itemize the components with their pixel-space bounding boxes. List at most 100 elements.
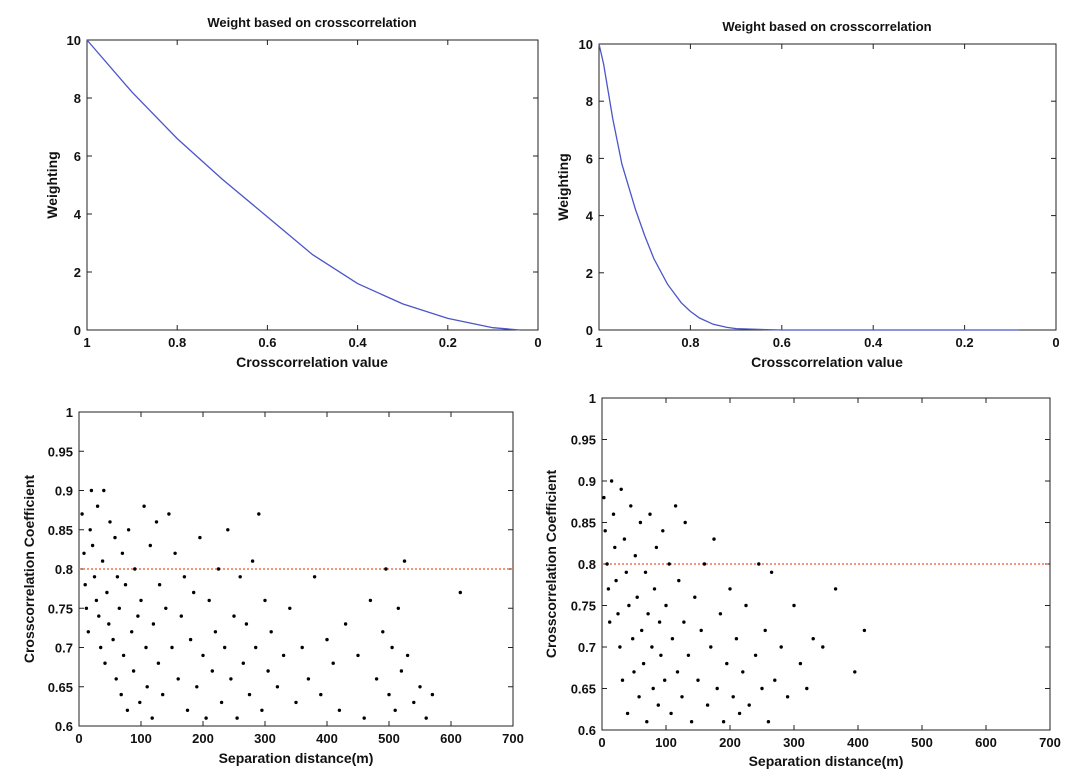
- x-axis-label: Crosscorrelation value: [236, 354, 388, 370]
- y-ticks: 0 2 4 6 8 10: [67, 33, 538, 338]
- scatter-point: [92, 575, 97, 579]
- scatter-point: [741, 670, 745, 674]
- y-tick-label: 0.95: [48, 444, 73, 459]
- scatter-point: [805, 686, 809, 691]
- y-tick-label: 0.9: [55, 484, 73, 499]
- scatter-point: [201, 653, 205, 658]
- scatter-point: [424, 716, 428, 720]
- x-axis-label: Crosscorrelation value: [751, 354, 903, 370]
- scatter-point: [399, 669, 404, 673]
- scatter-point: [154, 520, 159, 524]
- scatter-point: [362, 716, 366, 720]
- scatter-point: [616, 612, 620, 616]
- x-tick-label: 500: [911, 735, 933, 750]
- chart-scatter-left: Separation distance(m) Crosscorrelation …: [21, 405, 524, 766]
- scatter-point: [108, 520, 112, 524]
- x-tick-label: 200: [192, 731, 214, 746]
- scatter-point: [115, 575, 120, 579]
- scatter-point: [613, 545, 617, 550]
- scatter-point: [669, 711, 673, 716]
- scatter-point: [611, 512, 616, 516]
- scatter-point: [138, 700, 142, 705]
- y-tick-label: 4: [586, 209, 594, 224]
- scatter-point: [95, 504, 100, 508]
- x-tick-label: 0.6: [258, 335, 276, 350]
- y-tick-label: 8: [74, 91, 81, 106]
- x-tick-label: 0.2: [956, 335, 974, 350]
- chart-title: Weight based on crosscorrelation: [722, 19, 931, 34]
- x-tick-label: 300: [783, 735, 805, 750]
- data-series: [598, 43, 1020, 331]
- scatter-point: [605, 562, 609, 566]
- scatter-point: [148, 543, 152, 548]
- scatter-point: [753, 653, 758, 657]
- scatter-point: [677, 578, 681, 583]
- scatter-point: [664, 603, 668, 608]
- scatter-point: [629, 504, 633, 508]
- scatter-point: [696, 678, 700, 682]
- y-tick-label: 4: [74, 207, 82, 222]
- x-ticks: 0 100 200 300 400 500 600 700: [598, 398, 1061, 750]
- scatter-point: [368, 598, 373, 603]
- x-ticks: 1 0.8 0.6 0.4 0.2 0: [83, 40, 542, 350]
- y-tick-label: 0.9: [578, 474, 596, 489]
- data-series: [79, 488, 513, 720]
- x-tick-label: 600: [440, 731, 462, 746]
- scatter-point: [833, 587, 838, 591]
- scatter-point: [390, 645, 394, 650]
- scatter-point: [689, 720, 694, 724]
- scatter-point: [603, 529, 607, 533]
- x-tick-label: 0: [534, 335, 541, 350]
- scatter-point: [300, 645, 304, 650]
- y-ticks: 0.6 0.65 0.7 0.75 0.8 0.85 0.9 0.95 1: [571, 391, 1050, 738]
- x-tick-label: 100: [655, 735, 677, 750]
- scatter-point: [238, 575, 242, 579]
- scatter-point: [652, 587, 657, 591]
- scatter-point: [619, 487, 623, 491]
- scatter-point: [130, 630, 134, 634]
- scatter-point: [853, 670, 857, 674]
- scatter-point: [213, 630, 218, 634]
- y-tick-label: 6: [74, 149, 81, 164]
- scatter-point: [244, 622, 249, 626]
- scatter-point: [769, 570, 774, 574]
- scatter-point: [631, 637, 635, 641]
- scatter-point: [384, 567, 388, 571]
- x-ticks: 0 100 200 300 400 500 600 700: [75, 412, 524, 746]
- scatter-point: [136, 614, 140, 618]
- y-tick-label: 1: [66, 405, 73, 420]
- scatter-point: [620, 678, 625, 682]
- y-tick-label: 0.75: [48, 601, 73, 616]
- x-tick-label: 500: [378, 731, 400, 746]
- scatter-point: [123, 583, 128, 587]
- scatter-point: [637, 695, 641, 699]
- scatter-point: [207, 598, 211, 603]
- scatter-point: [142, 504, 146, 508]
- scatter-point: [94, 598, 99, 603]
- y-tick-label: 6: [586, 151, 593, 166]
- scatter-point: [235, 716, 239, 720]
- series-line: [598, 43, 1020, 331]
- scatter-point: [798, 661, 803, 666]
- x-tick-label: 200: [719, 735, 741, 750]
- scatter-point: [766, 720, 771, 724]
- scatter-point: [656, 703, 660, 707]
- x-tick-label: 600: [975, 735, 997, 750]
- scatter-point: [266, 669, 270, 673]
- y-tick-label: 2: [74, 265, 81, 280]
- x-tick-label: 700: [1039, 735, 1061, 750]
- scatter-point: [331, 661, 335, 665]
- x-tick-label: 0: [598, 735, 605, 750]
- scatter-point: [139, 598, 143, 603]
- x-tick-label: 0: [1052, 335, 1059, 350]
- scatter-point: [269, 630, 273, 634]
- y-tick-label: 10: [67, 33, 81, 48]
- scatter-point: [821, 645, 825, 649]
- scatter-point: [288, 606, 292, 610]
- y-tick-label: 0.85: [571, 516, 596, 531]
- scatter-point: [260, 708, 264, 712]
- scatter-point: [387, 692, 391, 697]
- scatter-point: [107, 622, 111, 626]
- y-tick-label: 0: [586, 323, 593, 338]
- scatter-point: [721, 720, 726, 724]
